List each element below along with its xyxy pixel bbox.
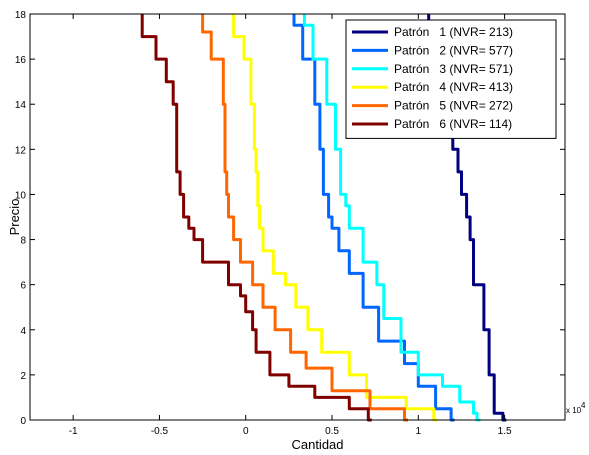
legend-label-3: Patrón 3 (NVR= 571) [394,62,513,76]
y-tick-label: 8 [20,236,26,247]
legend-box [345,19,557,139]
y-tick-label: 18 [15,10,27,21]
y-tick-label: 2 [20,371,26,382]
series-line-6 [140,14,372,422]
x-axis-exponent: x 10 4 [566,401,586,415]
x-exponent-base: x 10 [566,406,582,415]
x-tick-label: 0.5 [325,426,339,437]
series-line-5 [201,14,408,422]
series-line-4 [232,14,438,422]
plot-frame [29,13,566,421]
legend: Patrón 1 (NVR= 213) Patrón 2 (NVR= 577) Pa… [345,19,557,139]
y-axis-label: Precio [7,199,22,236]
y-tick-label: 6 [20,281,26,292]
series-line-2 [292,14,455,422]
y-tick-label: 12 [15,145,27,156]
legend-label-6: Patrón 6 (NVR= 114) [394,117,512,131]
x-tick-label: 0 [243,426,249,437]
y-tick-label: 16 [15,55,27,66]
x-tick-label: 1.5 [498,426,512,437]
legend-label-2: Patrón 2 (NVR= 577) [394,43,513,57]
x-exponent-power: 4 [581,401,586,410]
ticks-layer: -1 -0.5 0 0.5 1 1.5 0 2 4 6 8 10 12 14 16 18 [15,10,565,437]
x-tick-label: -0.5 [151,426,169,437]
legend-label-4: Patrón 4 (NVR= 413) [394,80,513,94]
y-tick-label: 14 [15,100,27,111]
y-tick-label: 4 [20,326,26,337]
y-tick-label: 10 [15,190,27,201]
x-axis-label: Cantidad [291,437,343,452]
y-tick-label: 0 [20,416,26,427]
series-line-3 [302,14,481,422]
x-tick-label: -1 [69,426,78,437]
x-tick-label: 1 [416,426,422,437]
series-layer [140,14,507,422]
legend-label-5: Patrón 5 (NVR= 272) [394,99,513,113]
legend-label-1: Patrón 1 (NVR= 213) [394,25,513,39]
